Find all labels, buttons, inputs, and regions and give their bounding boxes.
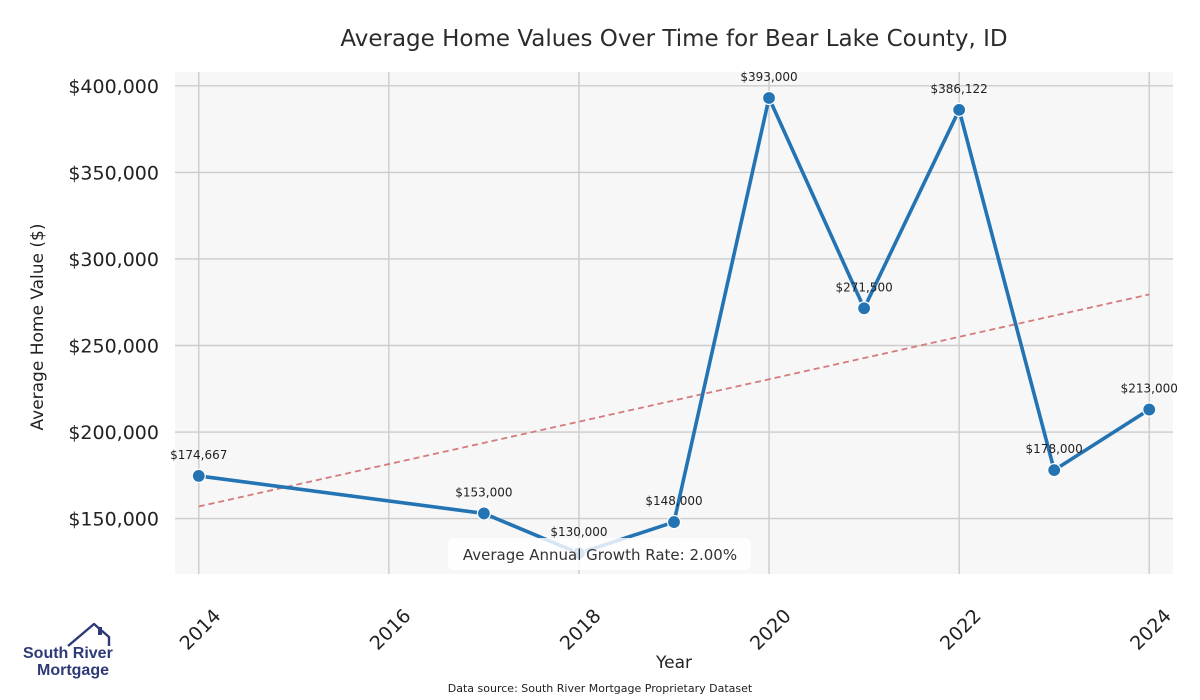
data-label: $386,122 — [931, 82, 988, 96]
data-label: $393,000 — [740, 70, 797, 84]
growth-rate-annotation: Average Annual Growth Rate: 2.00% — [448, 538, 751, 570]
trend-line — [198, 293, 1150, 508]
y-tick-label: $250,000 — [68, 336, 159, 358]
data-label: $271,500 — [835, 280, 892, 294]
y-tick-label: $200,000 — [68, 422, 159, 444]
data-label: $178,000 — [1026, 442, 1083, 456]
y-axis-label: Average Home Value ($) — [28, 224, 48, 431]
data-point — [666, 514, 682, 530]
data-label: $174,667 — [170, 448, 227, 462]
house-roof-icon — [67, 622, 111, 647]
data-point — [1047, 463, 1062, 478]
grid — [175, 72, 1173, 574]
data-label: $213,000 — [1121, 382, 1178, 396]
data-point — [191, 468, 206, 484]
x-tick-label: 2014 — [176, 605, 226, 655]
y-axis-ticks: $150,000 $200,000 $250,000 $300,000 $350,000… — [68, 76, 159, 531]
x-tick-label: 2022 — [936, 605, 986, 655]
annotation-text: Average Annual Growth Rate: 2.00% — [463, 546, 737, 564]
data-label: $153,000 — [455, 485, 512, 499]
x-tick-label: 2024 — [1126, 605, 1176, 655]
data-point — [952, 102, 967, 117]
x-axis-label: Year — [655, 653, 692, 673]
data-point — [856, 301, 872, 316]
annotation-box — [448, 538, 751, 570]
x-tick-label: 2016 — [366, 605, 416, 655]
data-point — [1142, 402, 1157, 417]
company-logo: South River Mortgage — [23, 622, 113, 679]
x-tick-label: 2020 — [746, 605, 796, 655]
y-tick-label: $350,000 — [68, 162, 159, 184]
logo-line-2: Mortgage — [37, 662, 109, 679]
data-labels: $174,667 $153,000 $130,000 $148,000 $393,000… — [170, 70, 1178, 539]
y-tick-label: $400,000 — [68, 76, 159, 98]
data-point — [761, 90, 777, 106]
data-label: $130,000 — [550, 525, 607, 539]
data-point — [476, 506, 492, 521]
data-label: $148,000 — [645, 494, 702, 508]
x-tick-label: 2018 — [556, 605, 606, 655]
x-axis-ticks: 2014 2016 2018 2020 2022 2024 — [176, 605, 1176, 655]
chimney-icon — [98, 627, 102, 635]
data-source: Data source: South River Mortgage Propri… — [448, 682, 753, 695]
logo-line-1: South River — [23, 645, 113, 662]
y-tick-label: $150,000 — [68, 509, 159, 531]
plot-area — [175, 72, 1173, 574]
chart-title: Average Home Values Over Time for Bear L… — [340, 26, 1007, 52]
y-tick-label: $300,000 — [68, 249, 159, 271]
